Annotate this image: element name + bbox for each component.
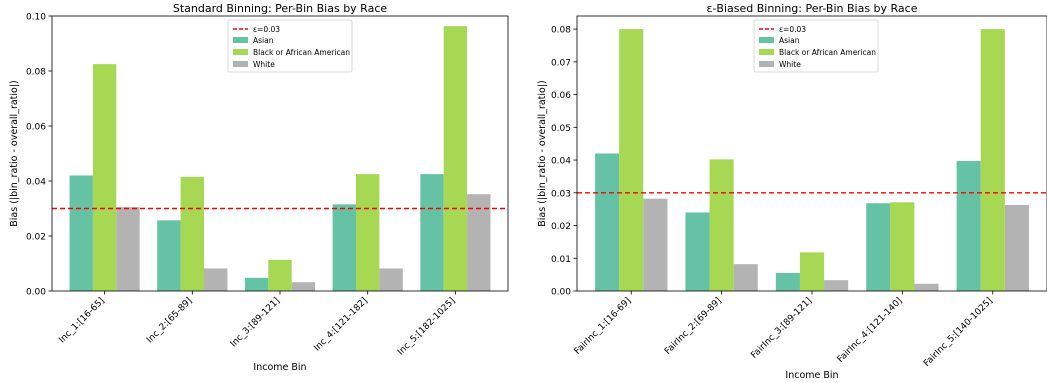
legend-label: White — [779, 60, 801, 69]
legend-threshold-label: ε=0.03 — [779, 25, 806, 34]
legend-swatch — [233, 49, 248, 55]
bar-black-or-african-american-4 — [356, 174, 380, 291]
x-tick-label: Inc_2:[65-89] — [145, 296, 194, 345]
y-tick-label: 0.10 — [26, 13, 46, 23]
y-axis-label: Bias (|bin_ratio - overall_ratio|) — [9, 80, 20, 227]
bar-white-3 — [291, 282, 316, 291]
bar-black-or-african-american-5 — [980, 29, 1005, 291]
x-tick-label: Inc_3:[89-121] — [229, 296, 282, 349]
bar-black-or-african-american-4 — [890, 202, 915, 291]
bar-white-1 — [116, 207, 140, 291]
legend-swatch — [759, 61, 774, 67]
chart-title: Standard Binning: Per-Bin Bias by Race — [173, 2, 388, 15]
y-tick-label: 0.05 — [551, 124, 571, 134]
legend-box — [753, 19, 879, 73]
bar-black-or-african-american-3 — [268, 259, 292, 291]
x-tick-label: FairInc_5:[140-1025] — [922, 296, 995, 369]
bar-white-4 — [914, 283, 939, 291]
legend-swatch — [759, 37, 774, 43]
y-tick-label: 0.04 — [26, 178, 46, 188]
x-tick-label: FairInc_3:[89-121] — [749, 296, 814, 361]
bar-asian-4 — [866, 203, 891, 291]
y-tick-label: 0.06 — [26, 123, 46, 133]
x-tick-label: Inc_1:[16-65] — [57, 296, 106, 345]
y-tick-label: 0.04 — [551, 157, 571, 167]
legend-swatch — [233, 61, 248, 67]
bar-white-3 — [824, 280, 849, 291]
legend-swatch — [233, 37, 248, 43]
x-tick-label: FairInc_1:[16-69] — [573, 296, 634, 357]
legend-threshold-label: ε=0.03 — [253, 25, 280, 34]
bar-white-1 — [643, 198, 668, 291]
y-tick-label: 0.00 — [551, 288, 571, 298]
y-tick-label: 0.08 — [26, 68, 46, 78]
y-tick-label: 0.00 — [26, 288, 46, 298]
legend-swatch — [759, 49, 774, 55]
bar-asian-4 — [332, 204, 356, 291]
x-tick-label: FairInc_2:[69-89] — [663, 296, 724, 357]
bar-white-4 — [379, 268, 403, 291]
legend: ε=0.03 Asian Black or African American Whit… — [227, 19, 353, 73]
y-tick-label: 0.07 — [551, 58, 571, 68]
y-tick-label: 0.06 — [551, 91, 571, 101]
bar-asian-3 — [775, 272, 800, 291]
bar-asian-1 — [595, 153, 620, 291]
bar-asian-1 — [69, 175, 93, 291]
bar-black-or-african-american-5 — [443, 26, 468, 292]
x-axis-label: Income Bin — [253, 362, 306, 373]
x-tick-label: Inc_4:[121-182] — [312, 296, 369, 353]
bar-white-5 — [467, 194, 491, 291]
y-tick-label: 0.02 — [26, 233, 46, 243]
bar-white-2 — [204, 268, 228, 291]
y-tick-label: 0.03 — [551, 189, 571, 199]
bar-black-or-african-american-2 — [709, 159, 734, 291]
chart-panel-2: ε-Biased Binning: Per-Bin Bias by Race 0.… — [537, 2, 1047, 381]
bar-asian-5 — [956, 161, 981, 291]
y-tick-label: 0.01 — [551, 255, 571, 265]
bar-white-5 — [1004, 204, 1029, 291]
legend-label: Black or African American — [779, 48, 876, 57]
x-axis-label: Income Bin — [785, 370, 838, 381]
bar-asian-3 — [244, 277, 269, 291]
legend-label: Asian — [779, 36, 800, 45]
legend-label: White — [253, 60, 275, 69]
x-tick-label: Inc_5:[182-1025] — [396, 296, 457, 357]
legend-label: Asian — [253, 36, 274, 45]
bar-white-2 — [733, 264, 758, 291]
bar-black-or-african-american-2 — [180, 176, 204, 291]
x-tick-label: FairInc_4:[121-140] — [836, 296, 905, 365]
y-axis-label: Bias (|bin_ratio - overall_ratio|) — [537, 80, 548, 227]
legend: ε=0.03 Asian Black or African American Whit… — [753, 19, 879, 73]
bar-black-or-african-american-3 — [799, 252, 825, 291]
y-tick-label: 0.02 — [551, 222, 571, 232]
chart-panel-1: Standard Binning: Per-Bin Bias by Race 0.… — [9, 2, 509, 373]
bar-asian-2 — [157, 220, 181, 291]
bar-asian-2 — [685, 212, 710, 291]
legend-box — [227, 19, 353, 73]
bar-black-or-african-american-1 — [92, 64, 117, 291]
bar-asian-5 — [420, 174, 444, 291]
legend-label: Black or African American — [253, 48, 350, 57]
bar-black-or-african-american-1 — [619, 29, 644, 291]
chart-title: ε-Biased Binning: Per-Bin Bias by Race — [707, 2, 918, 15]
y-tick-label: 0.08 — [551, 26, 571, 36]
